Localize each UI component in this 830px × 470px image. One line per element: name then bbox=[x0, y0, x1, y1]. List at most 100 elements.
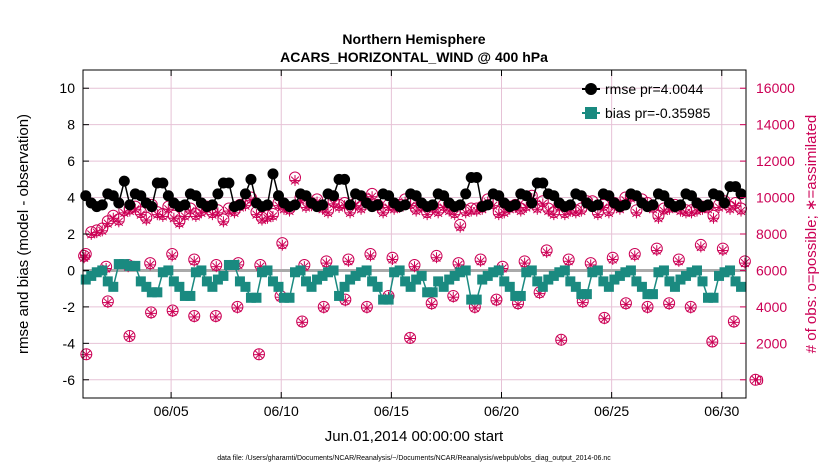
bias-point bbox=[124, 260, 135, 271]
bias-point bbox=[725, 265, 736, 276]
obs-assimilated-star-stroke bbox=[632, 208, 641, 218]
bias-point bbox=[455, 267, 466, 278]
rmse-point bbox=[735, 188, 747, 200]
bias-point bbox=[460, 265, 471, 276]
y-axis-right-label: # of obs: o=possible; ∗=assimilated bbox=[803, 115, 820, 354]
gridlines bbox=[83, 70, 746, 398]
obs-assimilated-star-stroke bbox=[571, 208, 581, 218]
y-left-tick-label: 4 bbox=[67, 190, 75, 206]
obs-marker bbox=[78, 249, 91, 264]
obs-assimilated-star-stroke bbox=[461, 208, 470, 218]
x-tick-label: 06/15 bbox=[374, 403, 409, 419]
bias-point bbox=[218, 270, 229, 281]
rmse-point bbox=[234, 199, 246, 211]
obs-assimilated-star-stroke bbox=[411, 206, 421, 216]
y-right-tick-label: 6000 bbox=[756, 262, 787, 278]
bias-point bbox=[471, 294, 482, 305]
obs-assimilated-star-stroke bbox=[344, 257, 353, 266]
bias-point bbox=[548, 270, 559, 281]
obs-marker bbox=[684, 300, 697, 314]
obs-marker bbox=[231, 300, 244, 314]
obs-marker bbox=[694, 238, 707, 253]
bias-point bbox=[581, 289, 592, 300]
obs-assimilated-star-stroke bbox=[290, 176, 300, 185]
bias-point bbox=[345, 274, 356, 285]
obs-marker bbox=[166, 248, 179, 262]
obs-marker bbox=[266, 207, 279, 222]
obs-assimilated-star-stroke bbox=[740, 258, 750, 268]
bias-point bbox=[334, 290, 345, 301]
bias-point bbox=[570, 281, 581, 292]
bias-point bbox=[510, 290, 521, 301]
obs-assimilated-star-stroke bbox=[257, 215, 267, 225]
obs-marker bbox=[386, 251, 399, 266]
rmse-point bbox=[118, 175, 130, 187]
bias-point bbox=[499, 276, 510, 287]
chart-title-line1: Northern Hemisphere bbox=[342, 31, 485, 47]
y-left-tick-label: 0 bbox=[67, 262, 75, 278]
obs-marker bbox=[317, 300, 330, 314]
obs-assimilated-star-stroke bbox=[254, 350, 264, 359]
bias-point bbox=[609, 274, 620, 285]
obs-assimilated-star-stroke bbox=[366, 251, 375, 261]
obs-assimilated-star-stroke bbox=[208, 210, 217, 219]
y-right-tick-label: 2000 bbox=[756, 335, 787, 351]
obs-marker bbox=[101, 295, 114, 309]
legend-rmse-label: rmse pr=4.0044 bbox=[605, 81, 704, 97]
obs-assimilated-star-stroke bbox=[621, 300, 631, 309]
bias-point bbox=[697, 276, 708, 287]
obs-marker bbox=[80, 348, 93, 361]
obs-assimilated-star-stroke bbox=[449, 292, 458, 302]
obs-assimilated-star-stroke bbox=[146, 309, 156, 318]
obs-assimilated-star-stroke bbox=[549, 210, 559, 219]
bias-point bbox=[466, 294, 477, 305]
obs-assimilated-star-stroke bbox=[79, 253, 89, 262]
bias-point bbox=[141, 281, 152, 292]
obs-marker bbox=[289, 171, 302, 187]
bias-point bbox=[152, 287, 163, 298]
bias-point bbox=[427, 287, 438, 298]
obs-assimilated-star-stroke bbox=[492, 296, 501, 306]
obs-assimilated-star-stroke bbox=[189, 312, 199, 322]
bias-point bbox=[383, 294, 394, 305]
obs-marker bbox=[408, 258, 421, 273]
y-left-tick-label: -4 bbox=[63, 335, 76, 351]
rmse-point bbox=[96, 199, 108, 211]
rmse-point bbox=[328, 190, 340, 202]
obs-assimilated-star-stroke bbox=[708, 337, 717, 347]
obs-marker bbox=[360, 300, 373, 314]
obs-marker bbox=[296, 315, 309, 328]
obs-assimilated-star-stroke bbox=[114, 217, 124, 227]
obs-marker bbox=[672, 253, 685, 267]
bias-point bbox=[493, 265, 504, 276]
obs-assimilated-star-stroke bbox=[103, 298, 113, 307]
bias-point bbox=[185, 290, 196, 301]
obs-assimilated-star-stroke bbox=[476, 257, 485, 266]
obs-marker bbox=[749, 373, 762, 386]
obs-marker bbox=[547, 206, 560, 221]
bias-point bbox=[686, 267, 697, 278]
obs-assimilated-star-stroke bbox=[362, 303, 372, 313]
obs-assimilated-star-stroke bbox=[319, 303, 328, 313]
obs-assimilated-star-stroke bbox=[82, 350, 91, 359]
bias-point bbox=[405, 281, 416, 292]
bias-point bbox=[504, 281, 515, 292]
obs-assimilated-star-stroke bbox=[729, 318, 739, 327]
obs-marker bbox=[562, 253, 575, 267]
x-tick-label: 06/20 bbox=[484, 403, 519, 419]
y-axis-left-label: rmse and bias (model - observation) bbox=[15, 114, 32, 354]
obs-marker bbox=[209, 310, 222, 323]
bias-point bbox=[256, 267, 267, 278]
bias-point bbox=[80, 274, 91, 285]
bias-point bbox=[625, 265, 636, 276]
bias-point bbox=[438, 281, 449, 292]
bias-point bbox=[378, 294, 389, 305]
obs-marker bbox=[707, 209, 720, 224]
obs-assimilated-star-stroke bbox=[211, 312, 221, 322]
bias-point bbox=[554, 267, 565, 278]
bias-point bbox=[306, 281, 317, 292]
rmse-point bbox=[399, 199, 411, 211]
bias-series bbox=[80, 259, 747, 305]
obs-assimilated-star-stroke bbox=[212, 262, 221, 271]
obs-assimilated-star-stroke bbox=[345, 208, 355, 218]
